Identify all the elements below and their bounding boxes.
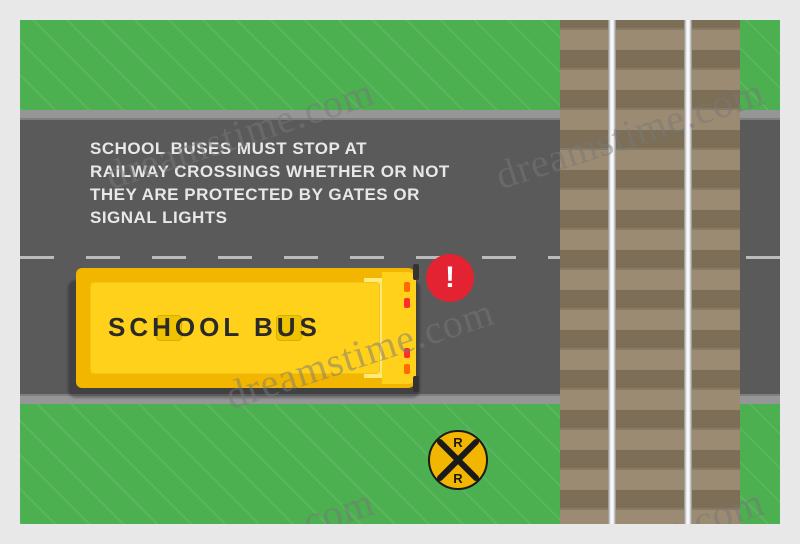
rail-tie [560, 20, 740, 28]
bus-label: SCHOOL BUS [108, 312, 321, 343]
rail-tie [560, 50, 740, 68]
bus-marker-light [404, 348, 410, 358]
school-bus: SCHOOL BUS [76, 268, 416, 388]
bus-marker-light [404, 282, 410, 292]
scene: SCHOOL BUSES MUST STOP AT RAILWAY CROSSI… [20, 20, 780, 524]
rail-tie [560, 490, 740, 508]
rr-letter: R [453, 435, 463, 450]
bus-hood [382, 272, 416, 384]
rail-tie [560, 370, 740, 388]
bus-marker-light [404, 298, 410, 308]
railroad-track [560, 20, 740, 524]
safety-caption: SCHOOL BUSES MUST STOP AT RAILWAY CROSSI… [90, 138, 450, 230]
bus-mirror [413, 264, 419, 280]
railroad-crossing-sign: R R [428, 430, 488, 490]
bus-mirror [413, 376, 419, 392]
bus-marker-light [404, 364, 410, 374]
rail-tie [560, 410, 740, 428]
rail-tie [560, 170, 740, 188]
rail-tie [560, 90, 740, 108]
rr-letter: R [453, 471, 463, 486]
rail-tie [560, 330, 740, 348]
rail-tie [560, 210, 740, 228]
warning-icon: ! [426, 254, 474, 302]
rail-tie [560, 250, 740, 268]
rail-tie [560, 290, 740, 308]
rail [684, 20, 692, 524]
rail [608, 20, 616, 524]
rail-tie [560, 450, 740, 468]
warning-glyph: ! [445, 261, 455, 295]
rail-tie [560, 130, 740, 148]
